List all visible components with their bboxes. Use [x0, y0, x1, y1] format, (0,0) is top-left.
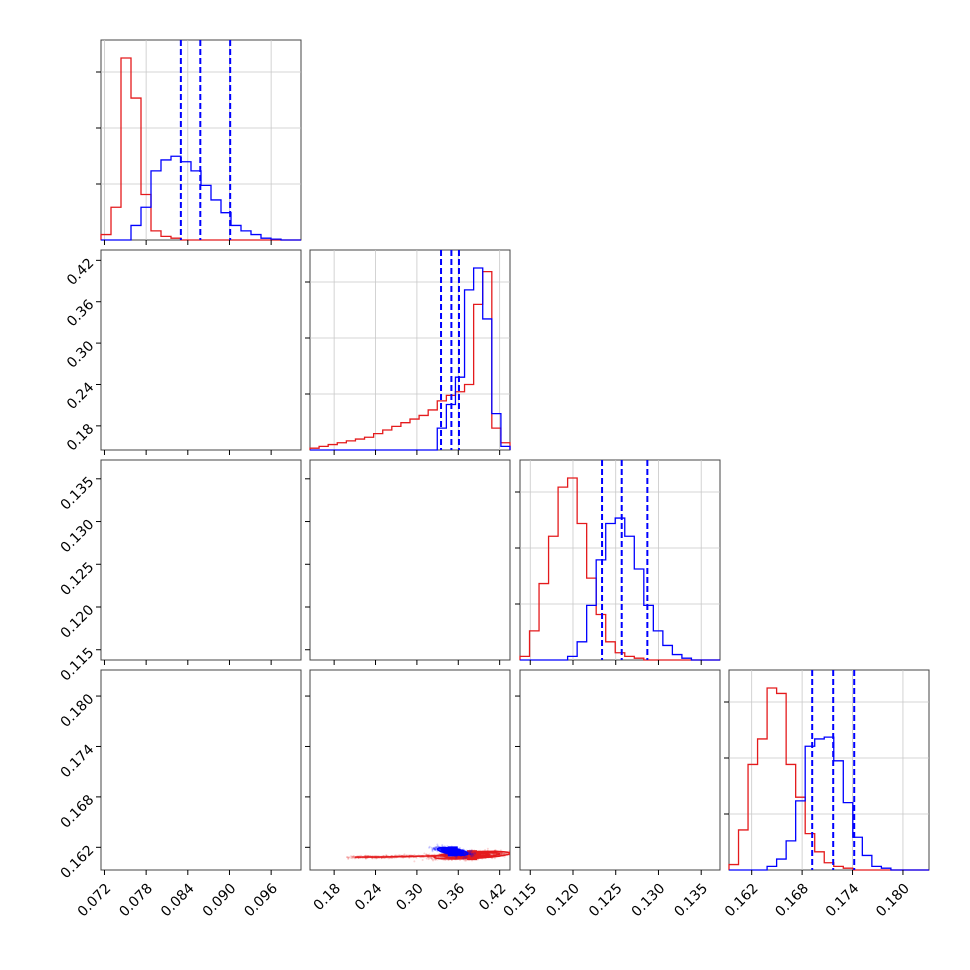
blue-point	[249, 245, 251, 247]
hist-panel-2	[515, 460, 720, 665]
blue-point	[246, 244, 248, 246]
blue-point	[261, 245, 263, 247]
red-point	[517, 675, 519, 677]
blue-point	[263, 242, 265, 244]
blue-point	[247, 246, 249, 248]
blue-point	[261, 241, 263, 243]
blue-point	[251, 243, 253, 245]
red-point	[511, 679, 513, 681]
blue-point	[235, 246, 237, 248]
blue-point	[246, 244, 248, 246]
blue-point	[254, 245, 256, 247]
blue-point	[248, 245, 250, 247]
blue-point	[259, 247, 261, 249]
blue-point	[248, 244, 250, 246]
blue-point	[248, 246, 250, 248]
blue-point	[266, 244, 268, 246]
blue-point	[247, 245, 249, 247]
blue-point	[254, 247, 256, 249]
blue-point	[263, 242, 265, 244]
red-point	[517, 675, 519, 677]
blue-point	[256, 240, 258, 242]
red-point	[511, 673, 513, 675]
red-point	[512, 676, 514, 678]
blue-point	[241, 246, 243, 248]
red-point	[513, 674, 515, 676]
red-point	[513, 674, 515, 676]
red-point	[514, 673, 516, 675]
hist-frame	[520, 460, 720, 660]
blue-point	[235, 247, 237, 249]
red-point	[513, 676, 515, 678]
pair-panel-2-1	[305, 460, 522, 683]
blue-point	[305, 212, 307, 214]
blue-point	[247, 244, 249, 246]
blue-point	[263, 241, 265, 243]
red-point	[515, 674, 517, 676]
pair-frame	[101, 460, 301, 660]
pair-frame	[101, 250, 301, 450]
red-point	[511, 675, 513, 677]
hist-panel-3	[724, 670, 929, 875]
blue-point	[237, 247, 239, 249]
blue-point	[258, 244, 260, 246]
blue-point	[266, 241, 268, 243]
blue-point	[259, 247, 261, 249]
hist-panel-0	[96, 40, 301, 245]
blue-point	[254, 243, 256, 245]
blue-point	[254, 245, 256, 247]
red-point	[511, 672, 513, 674]
blue-point	[248, 241, 250, 243]
blue-point	[266, 244, 268, 246]
blue-point	[250, 243, 252, 245]
blue-point	[260, 244, 262, 246]
blue-point	[256, 243, 258, 245]
hist-panel-1	[305, 250, 510, 455]
pair-frame	[310, 460, 510, 660]
blue-point	[250, 248, 252, 250]
hist-frame	[729, 670, 929, 870]
blue-point	[257, 244, 259, 246]
blue-point	[249, 243, 251, 245]
red-point	[517, 678, 519, 680]
blue-point	[246, 240, 248, 242]
red-point	[513, 676, 515, 678]
blue-point	[249, 246, 251, 248]
blue-point	[249, 247, 251, 249]
